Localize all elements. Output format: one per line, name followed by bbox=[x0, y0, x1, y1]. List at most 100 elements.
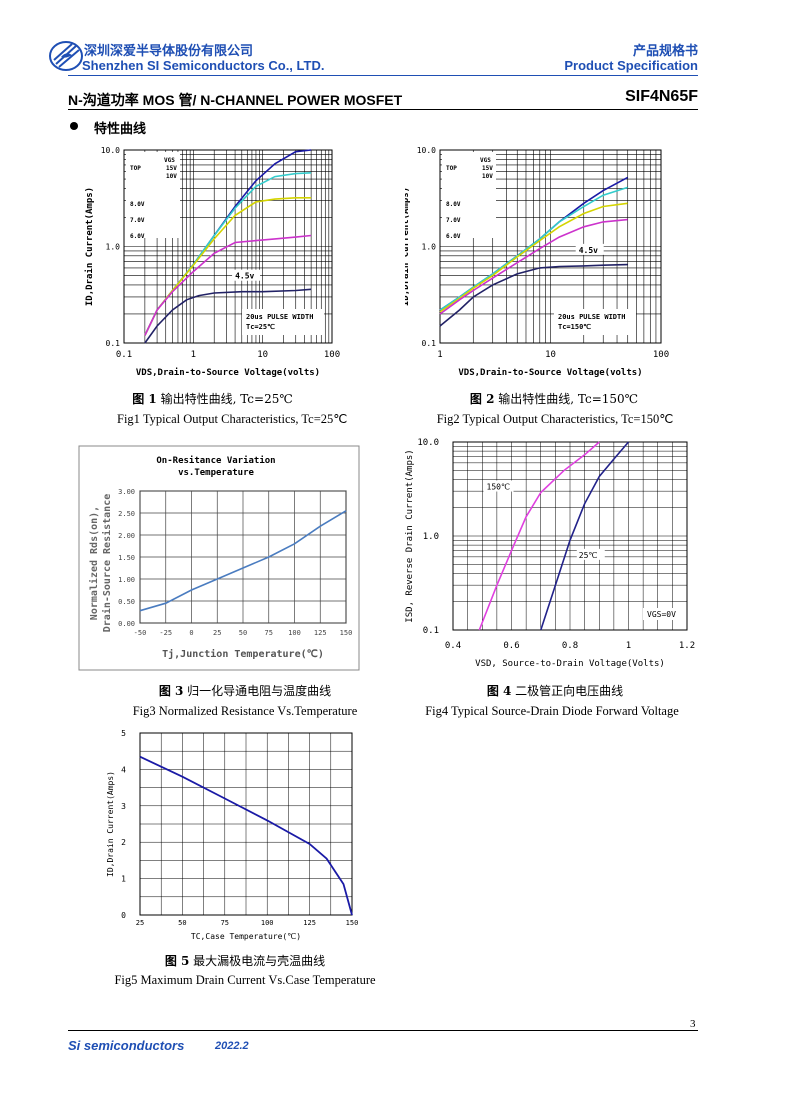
x-tick-label: 0.6 bbox=[503, 641, 519, 651]
x-tick-label: -50 bbox=[134, 629, 147, 637]
series-line-150 bbox=[478, 441, 600, 631]
annotation-4-5v: 4.5v bbox=[579, 246, 598, 255]
series-line-45v bbox=[144, 288, 312, 344]
x-axis-label: Tj,Junction Temperature(℃) bbox=[162, 648, 324, 660]
x-tick-label: 25 bbox=[136, 919, 144, 927]
page-number: 3 bbox=[690, 1018, 696, 1030]
legend-entry: 10V bbox=[166, 173, 177, 180]
y-axis-label: ISD, Reverse Drain Current(Amps) bbox=[405, 449, 415, 622]
fig1-caption-en: Fig1 Typical Output Characteristics, Tc=… bbox=[117, 412, 348, 426]
series-line-80V bbox=[439, 202, 628, 313]
fig1-number: 图 1 bbox=[132, 392, 157, 406]
x-tick-label: 125 bbox=[314, 629, 327, 637]
fig1-caption-text: 输出特性曲线, Tc=25℃ bbox=[160, 392, 293, 406]
annotation-bg bbox=[643, 608, 685, 620]
annotation-bg bbox=[575, 243, 604, 255]
x-tick-label: 1 bbox=[437, 350, 442, 360]
legend-entry: 7.0V bbox=[446, 217, 461, 224]
chart-subtitle: vs.Temperature bbox=[178, 468, 254, 478]
y-tick-label: 0.1 bbox=[422, 339, 437, 348]
legend-box bbox=[442, 152, 496, 238]
x-tick-label: 125 bbox=[303, 919, 316, 927]
fig5-number: 图 5 bbox=[164, 954, 190, 968]
annotation-temperature: Tc=25℃ bbox=[246, 323, 275, 331]
fig4-caption-text: 二极管正向电压曲线 bbox=[515, 684, 624, 698]
legend-entry: 15V bbox=[166, 165, 177, 172]
legend-entry: 10V bbox=[482, 173, 493, 180]
x-tick-label: 10 bbox=[545, 350, 556, 360]
fig2-caption-cn: 图 2 输出特性曲线, Tc=150℃ bbox=[420, 390, 688, 407]
fig5-chart: 25 50 75 100 125 150 0 1 2 3 4 5 TC,Case Temperature… bbox=[106, 729, 358, 941]
y-tick-label: 1.0 bbox=[422, 243, 437, 252]
legend-header: VGS bbox=[480, 157, 491, 164]
x-axis-label: VDS,Drain-to-Source Voltage(volts) bbox=[458, 367, 642, 378]
x-tick-label: 0 bbox=[189, 629, 193, 637]
y-tick-label: 3.00 bbox=[118, 488, 135, 496]
x-tick-label: 1.2 bbox=[679, 641, 695, 651]
fig3-caption-en: Fig3 Normalized Resistance Vs.Temperatur… bbox=[132, 704, 358, 718]
legend-entry: 6.0V bbox=[130, 233, 145, 240]
annotation-25c: 25℃ bbox=[579, 551, 598, 560]
y-tick-label: 2.50 bbox=[118, 510, 135, 518]
x-tick-label: 50 bbox=[239, 629, 247, 637]
legend-header: VGS bbox=[164, 157, 175, 164]
fig4-caption-en: Fig4 Typical Source-Drain Diode Forward … bbox=[425, 704, 679, 718]
x-tick-label: 1 bbox=[626, 641, 631, 651]
x-axis-label: VDS,Drain-to-Source Voltage(volts) bbox=[136, 367, 320, 378]
x-tick-label: 50 bbox=[178, 919, 186, 927]
y-tick-label: 0.00 bbox=[118, 620, 135, 628]
annotation-150c: 150℃ bbox=[487, 483, 510, 492]
series-line-60V bbox=[439, 218, 628, 315]
x-axis-label: VSD, Source-to-Drain Voltage(Volts) bbox=[475, 659, 665, 669]
fig4-caption-cn: 图 4 二极管正向电压曲线 bbox=[410, 682, 700, 699]
x-tick-label: 1 bbox=[191, 350, 196, 360]
annotation-vgs: VGS=0V bbox=[647, 610, 676, 619]
y-tick-label: 1.0 bbox=[423, 532, 439, 542]
annotation-4-5v: 4.5v bbox=[235, 272, 254, 281]
y-tick-label: 1.00 bbox=[118, 576, 135, 584]
y-tick-label: 0.1 bbox=[423, 626, 439, 636]
y-tick-label: 2.00 bbox=[118, 532, 135, 540]
y-tick-label: 10.0 bbox=[417, 438, 439, 448]
y-axis-label: ID,Drain Current(Amps) bbox=[84, 187, 95, 306]
section-title: 特性曲线 bbox=[94, 122, 147, 137]
y-tick-label: 1 bbox=[121, 875, 126, 884]
y-tick-label: 1.50 bbox=[118, 554, 135, 562]
fig3-caption-cn: 图 3 归一化导通电阻与温度曲线 bbox=[100, 682, 390, 699]
pulse-note-bg bbox=[554, 309, 636, 335]
fig3-number: 图 3 bbox=[158, 684, 184, 698]
annotation-pulse-width: 20us PULSE WIDTH bbox=[246, 313, 313, 321]
footer-date: 2022.2 bbox=[215, 1040, 249, 1052]
y-tick-label: 1.0 bbox=[106, 243, 121, 252]
legend-box bbox=[126, 152, 180, 238]
series-line-0 bbox=[139, 755, 353, 916]
legend-entry: 8.0V bbox=[446, 201, 461, 208]
y-tick-label: 0.1 bbox=[106, 339, 121, 348]
x-tick-label: 100 bbox=[288, 629, 301, 637]
legend-top-label: TOP bbox=[130, 165, 141, 172]
x-tick-label: 75 bbox=[265, 629, 273, 637]
x-tick-label: 0.8 bbox=[562, 641, 578, 651]
x-tick-label: 75 bbox=[221, 919, 229, 927]
x-tick-label: 0.1 bbox=[116, 350, 132, 360]
series-line-60V bbox=[144, 234, 312, 336]
fig2-caption-en: Fig2 Typical Output Characteristics, Tc=… bbox=[436, 412, 674, 426]
x-tick-label: 100 bbox=[653, 350, 669, 360]
y-tick-label: 0.50 bbox=[118, 598, 135, 606]
legend-top-label: TOP bbox=[446, 165, 457, 172]
legend-entry: 15V bbox=[482, 165, 493, 172]
fig2-caption-text: 输出特性曲线, Tc=150℃ bbox=[498, 392, 639, 406]
annotation-pulse-width: 20us PULSE WIDTH bbox=[558, 313, 625, 321]
x-axis-label: TC,Case Temperature(℃) bbox=[191, 932, 301, 941]
y-tick-label: 2 bbox=[121, 838, 126, 847]
x-tick-label: 150 bbox=[340, 629, 353, 637]
y-axis-label-line1: Normalized Rds(on), bbox=[88, 506, 100, 620]
annotation-bg bbox=[232, 269, 261, 281]
y-axis-label: ID,Drain Current(Amps) bbox=[106, 771, 115, 877]
part-number: SIF4N65F bbox=[625, 88, 698, 105]
annotation-bg bbox=[483, 480, 514, 492]
fig5-caption-text: 最大漏极电流与壳温曲线 bbox=[193, 954, 326, 968]
doc-type-en: Product Specification bbox=[564, 58, 698, 73]
x-tick-label: 10 bbox=[257, 350, 268, 360]
